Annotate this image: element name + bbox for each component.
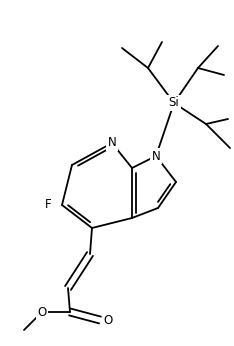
Text: F: F: [45, 199, 52, 211]
Text: O: O: [103, 313, 112, 327]
Text: N: N: [152, 149, 160, 163]
Text: N: N: [108, 137, 116, 149]
Text: O: O: [37, 306, 47, 319]
Text: Si: Si: [169, 97, 179, 109]
